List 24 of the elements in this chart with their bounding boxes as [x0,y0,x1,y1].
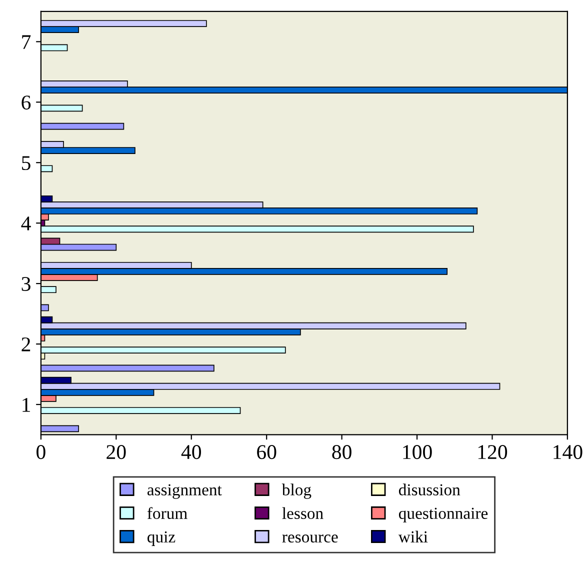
x-tick-label: 140 [554,445,582,460]
y-tick-label: 3 [22,276,30,291]
legend-label: blog [282,484,312,499]
legend-label: disussion [398,484,460,496]
y-tick-label: 6 [22,96,31,110]
legend-label: assignment [148,484,222,499]
y-tick-label: 5 [22,156,30,170]
x-tick-label: 40 [181,445,201,460]
y-tick-label: 4 [21,216,31,230]
legend-label: forum [147,507,188,520]
x-tick-label: 80 [332,445,352,460]
y-tick-label: 7 [22,35,31,49]
x-tick-label: 0 [36,445,46,460]
y-tick-label: 2 [22,337,30,352]
y-tick-label: 1 [22,398,30,412]
x-tick-label: 20 [106,445,126,460]
x-tick-label: 60 [257,445,276,460]
legend-label: quiz [148,531,176,546]
legend-label: resource [282,534,338,543]
legend-label: lesson [282,507,324,520]
x-tick-label: 100 [403,445,432,460]
legend-label: questionnaire [398,508,488,522]
legend-label: wiki [398,530,428,543]
x-tick-label: 120 [478,445,508,460]
